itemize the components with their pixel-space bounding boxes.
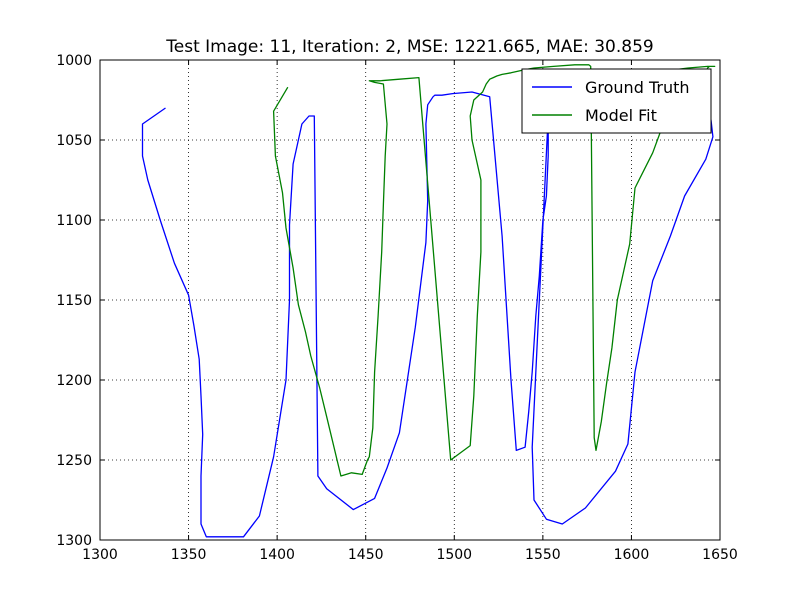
x-tick-label: 1550 xyxy=(525,547,561,563)
legend: Ground Truth Model Fit xyxy=(521,68,712,134)
y-tick-label: 1250 xyxy=(56,453,92,469)
y-axis: 1000 1050 1100 1150 1200 1250 1300 xyxy=(56,53,720,549)
x-tick-label: 1500 xyxy=(436,547,472,563)
x-tick-label: 1400 xyxy=(259,547,295,563)
legend-box xyxy=(521,68,712,134)
x-tick-label: 1300 xyxy=(82,547,118,563)
y-tick-label: 1200 xyxy=(56,373,92,389)
series-line-ground-truth xyxy=(141,86,714,538)
y-tick-label: 1300 xyxy=(56,533,92,549)
y-tick-label: 1000 xyxy=(56,53,92,69)
y-tick-label: 1100 xyxy=(56,213,92,229)
x-tick-label: 1650 xyxy=(702,547,738,563)
legend-label-ground-truth: Ground Truth xyxy=(585,78,690,97)
x-tick-label: 1600 xyxy=(614,547,650,563)
legend-label-model-fit: Model Fit xyxy=(585,106,657,125)
y-tick-label: 1050 xyxy=(56,133,92,149)
x-tick-label: 1450 xyxy=(348,547,384,563)
chart-title: Test Image: 11, Iteration: 2, MSE: 1221.… xyxy=(165,37,653,57)
y-tick-label: 1150 xyxy=(56,293,92,309)
x-axis: 1300 1350 1400 1450 1500 1550 1600 1650 xyxy=(82,60,738,563)
x-tick-label: 1350 xyxy=(171,547,207,563)
